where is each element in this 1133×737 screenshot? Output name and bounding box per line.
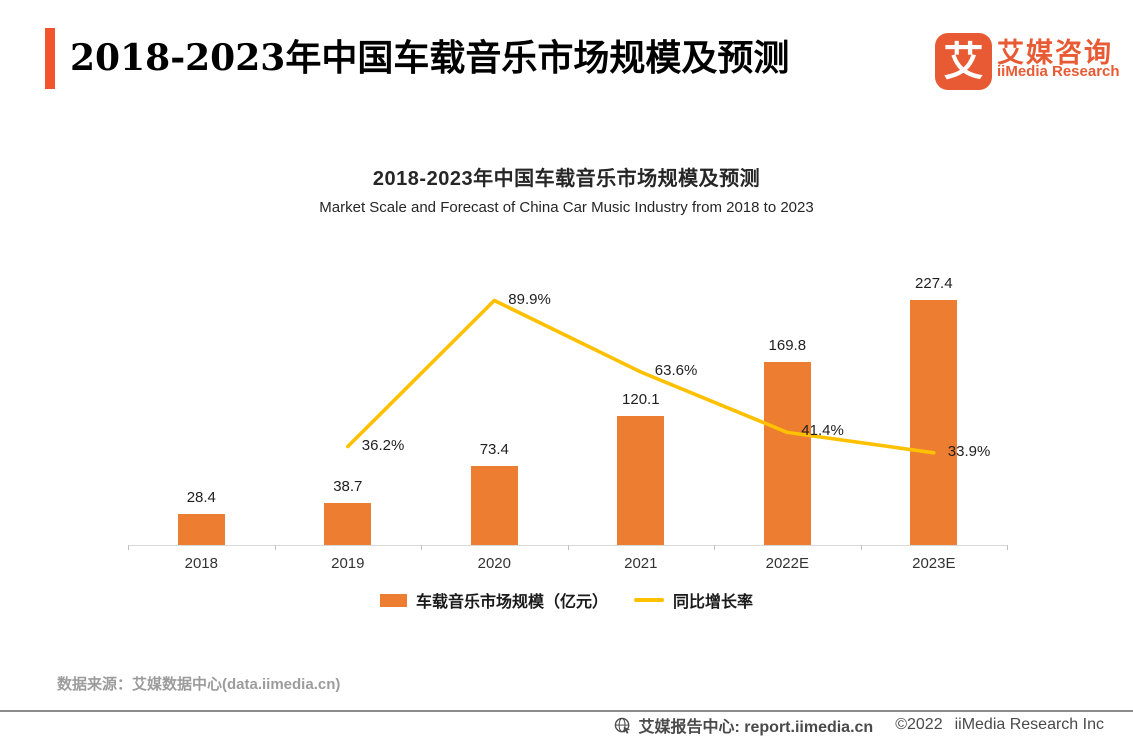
x-axis-tick	[274, 545, 276, 550]
bar-value-label: 169.8	[768, 337, 807, 355]
x-axis-label: 2022E	[765, 555, 809, 572]
bar-2019	[324, 503, 372, 545]
chart-legend: 车载音乐市场规模（亿元） 同比增长率	[0, 588, 1133, 612]
x-axis-tick	[714, 545, 715, 550]
chart-title: 2018-2023年中国车载音乐市场规模及预测	[372, 168, 761, 190]
bar-value-label: 38.7	[333, 478, 363, 496]
data-source-text: 数据来源：艾媒数据中心(data.iimedia.cn)	[57, 676, 341, 693]
bar-value-label: 227.4	[915, 275, 953, 292]
growth-rate-label: 33.9%	[947, 442, 991, 460]
x-axis-label: 2019	[331, 555, 365, 572]
line-series-label: 同比增长率	[673, 594, 754, 611]
bar-series-swatch	[379, 593, 407, 607]
legend-item-line: 同比增长率	[634, 588, 753, 612]
x-axis-tick	[421, 545, 422, 550]
x-axis-label: 2023E	[912, 555, 956, 572]
x-axis-label: 2021	[624, 555, 658, 572]
report-center-text: 艾媒报告中心: report.iimedia.cn	[638, 719, 874, 736]
bar-2020	[470, 465, 518, 545]
x-axis-tick	[128, 545, 129, 550]
brand-name-cn: 艾媒咨询	[997, 38, 1113, 68]
legend-item-bar: 车载音乐市场规模（亿元）	[379, 588, 608, 612]
bar-value-label: 120.1	[622, 390, 660, 408]
globe-cursor-icon	[614, 717, 630, 734]
bar-series-label: 车载音乐市场规模（亿元）	[415, 594, 608, 611]
footer-divider	[0, 710, 1133, 712]
chart-subtitle: Market Scale and Forecast of China Car M…	[319, 199, 814, 216]
x-axis-tick	[860, 545, 862, 550]
x-axis-tick	[1007, 545, 1008, 550]
bar-value-label: 73.4	[479, 440, 509, 458]
company-name-text: iiMedia Research Inc	[954, 716, 1104, 733]
line-series-swatch	[634, 598, 664, 602]
iimedia-logo: 艾	[935, 33, 992, 90]
bar-value-label: 28.4	[186, 489, 216, 507]
header-accent-bar	[45, 28, 55, 89]
growth-rate-label: 89.9%	[508, 290, 551, 308]
growth-rate-label: 63.6%	[654, 362, 698, 379]
x-axis-label: 2018	[184, 555, 218, 572]
growth-rate-label: 36.2%	[361, 436, 405, 454]
brand-name-en: iiMedia Research	[997, 63, 1120, 80]
logo-glyph-icon: 艾	[943, 39, 984, 84]
bar-2018	[177, 514, 225, 545]
growth-rate-label: 41.4%	[801, 422, 844, 440]
x-axis-tick	[567, 545, 569, 550]
x-axis-label: 2020	[477, 555, 511, 572]
copyright-text: ©2022	[895, 716, 943, 733]
page-title: 2018-2023年中国车载音乐市场规模及预测	[70, 37, 790, 79]
footer-bar: 艾媒报告中心: report.iimedia.cn ©2022 iiMedia …	[614, 714, 1104, 736]
